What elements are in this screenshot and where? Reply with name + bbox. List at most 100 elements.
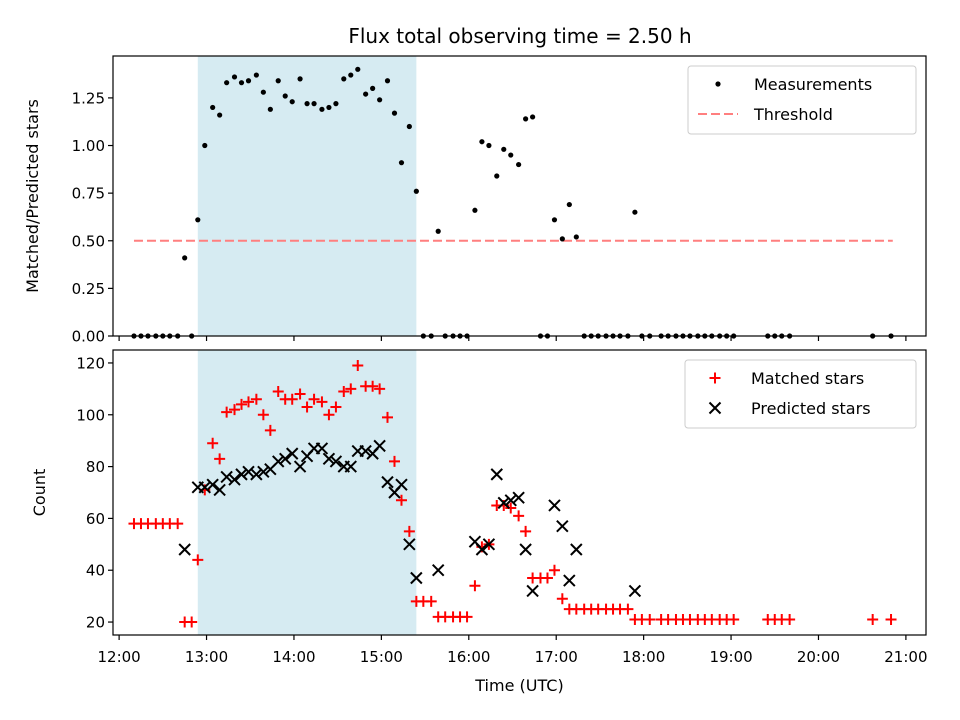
measurement-point — [398, 160, 405, 166]
measurement-point — [494, 173, 500, 179]
legend-box — [687, 65, 917, 135]
predicted-star-point — [381, 475, 394, 489]
predicted-star-point — [206, 478, 219, 491]
predicted-star-point — [490, 468, 503, 481]
matched-star-point — [784, 613, 796, 625]
measurement-point — [501, 146, 507, 152]
matched-star-point — [867, 613, 879, 625]
measurement-point — [413, 188, 419, 194]
predicted-star-point — [482, 538, 496, 551]
measurement-point — [182, 255, 188, 261]
measurement-point — [516, 161, 522, 168]
x-tick-label: 18:00 — [622, 648, 665, 666]
measurement-point — [326, 104, 332, 111]
matched-star-point — [286, 393, 298, 405]
predicted-star-point — [198, 481, 211, 494]
x-tick-label: 21:00 — [884, 648, 927, 666]
predicted-star-point — [279, 452, 292, 466]
y-tick-label: 40 — [86, 562, 105, 580]
measurement-point — [238, 80, 245, 86]
matched-star-point — [214, 453, 226, 465]
chart-title: Flux total observing time = 2.50 h — [348, 24, 691, 48]
matched-star-point — [728, 613, 740, 625]
x-tick-label: 15:00 — [360, 648, 403, 666]
measurement-point — [472, 207, 478, 213]
matched-star-point — [236, 398, 248, 410]
measurement-point — [391, 110, 398, 116]
count-panel-frame — [112, 349, 927, 636]
matched-star-point — [172, 518, 184, 530]
matched-star-point — [323, 409, 335, 421]
legend-x-swatch — [708, 401, 722, 415]
measurement-point — [267, 106, 273, 112]
y-tick-label: 80 — [86, 458, 105, 476]
count-y-axis-label: Count — [30, 469, 49, 517]
predicted-star-point — [403, 538, 416, 551]
predicted-star-point — [329, 455, 343, 468]
matched-star-point — [338, 385, 350, 397]
predicted-star-point — [359, 444, 372, 458]
measurement-point — [355, 66, 361, 72]
matched-star-point — [221, 406, 233, 418]
y-tick-label: 0.00 — [72, 328, 105, 346]
matched-star-point — [330, 401, 342, 413]
matched-star-point — [301, 401, 313, 413]
predicted-star-point — [395, 478, 408, 491]
observing-window-span — [197, 350, 417, 635]
matched-star-point — [461, 611, 473, 623]
measurement-point — [523, 116, 529, 122]
y-tick-label: 1.00 — [72, 137, 105, 155]
measurement-point — [632, 209, 638, 215]
predicted-star-point — [475, 543, 489, 556]
measurement-point — [559, 236, 565, 242]
predicted-star-point — [322, 452, 336, 466]
measurement-point — [210, 104, 216, 111]
measurement-point — [195, 217, 201, 223]
measurement-point — [319, 106, 325, 112]
predicted-star-point — [235, 468, 248, 481]
predicted-star-point — [504, 494, 517, 507]
matched-star-point — [207, 437, 219, 449]
predicted-star-point — [293, 460, 307, 473]
count-panel: 20 40 60 80 100 120 12:00 13:00 14:00 15:00 16:00… — [30, 349, 928, 695]
legend-label: Measurements — [754, 75, 872, 94]
legend-label: Matched stars — [751, 369, 864, 388]
predicted-star-point — [220, 470, 233, 484]
predicted-star-point — [497, 496, 510, 510]
matched-star-point — [395, 494, 407, 506]
measurement-point — [253, 72, 259, 78]
measurement-point — [311, 101, 317, 107]
measurement-point — [341, 76, 347, 82]
ratio-panel-frame — [112, 55, 927, 337]
y-tick-label: 20 — [86, 614, 105, 632]
matched-star-point — [186, 616, 198, 628]
measurement-point — [363, 91, 369, 97]
matched-star-point — [556, 593, 568, 605]
matched-star-point — [469, 580, 481, 592]
ratio-panel: 0.00 0.25 0.50 0.75 1.00 1.25 Matched/Predict… — [23, 55, 927, 346]
measurement-point — [377, 97, 383, 103]
x-tick-label: 13:00 — [185, 648, 228, 666]
measurement-point — [297, 76, 303, 82]
x-tick-label: 12:00 — [98, 648, 141, 666]
matched-star-point — [257, 409, 269, 421]
measurement-point — [289, 99, 295, 105]
measurement-point — [333, 101, 339, 107]
measurement-point — [260, 89, 266, 95]
matched-star-point — [229, 404, 241, 416]
measurement-point — [479, 139, 485, 145]
predicted-star-point — [373, 439, 386, 453]
count-legend: Matched stars Predicted stars — [684, 359, 917, 429]
predicted-star-point — [431, 564, 445, 577]
observing-window-span — [197, 56, 417, 336]
predicted-star-point — [519, 543, 532, 556]
measurement-point — [486, 142, 492, 149]
y-tick-label: 60 — [86, 510, 105, 528]
legend-label: Predicted stars — [751, 399, 871, 418]
measurement-point — [566, 201, 572, 208]
matched-star-point — [885, 613, 897, 625]
predicted-star-point — [548, 499, 561, 512]
measurement-point — [275, 78, 281, 84]
predicted-star-point — [563, 574, 576, 587]
